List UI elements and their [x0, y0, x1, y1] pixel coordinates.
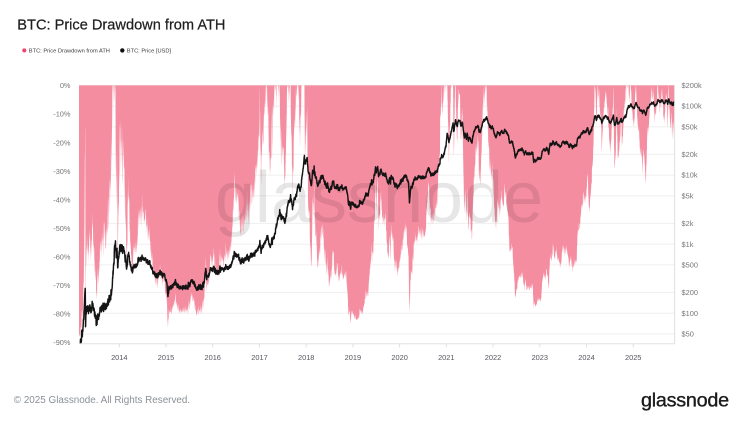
- svg-text:2021: 2021: [438, 353, 454, 362]
- svg-text:2024: 2024: [578, 353, 594, 362]
- svg-text:$100: $100: [682, 309, 698, 318]
- svg-text:$500: $500: [682, 261, 698, 270]
- svg-text:2014: 2014: [111, 353, 127, 362]
- svg-text:2019: 2019: [345, 353, 361, 362]
- svg-text:$2k: $2k: [682, 219, 694, 228]
- svg-text:-50%: -50%: [53, 224, 71, 233]
- svg-text:-10%: -10%: [53, 110, 71, 119]
- svg-text:2020: 2020: [391, 353, 407, 362]
- svg-text:glassnode: glassnode: [215, 158, 543, 238]
- svg-text:2015: 2015: [158, 353, 174, 362]
- svg-text:-30%: -30%: [53, 167, 71, 176]
- svg-text:$50: $50: [682, 330, 694, 339]
- svg-text:2022: 2022: [485, 353, 501, 362]
- svg-text:-20%: -20%: [53, 138, 71, 147]
- svg-text:-40%: -40%: [53, 195, 71, 204]
- svg-text:2016: 2016: [204, 353, 220, 362]
- svg-text:-90%: -90%: [53, 338, 71, 347]
- svg-text:2018: 2018: [298, 353, 314, 362]
- svg-text:BTC: Price [USD]: BTC: Price [USD]: [127, 48, 172, 54]
- svg-text:2017: 2017: [251, 353, 267, 362]
- svg-text:$1k: $1k: [682, 240, 694, 249]
- svg-text:glassnode: glassnode: [641, 390, 729, 412]
- svg-text:2023: 2023: [532, 353, 548, 362]
- svg-text:0%: 0%: [60, 81, 71, 90]
- svg-text:$10k: $10k: [682, 171, 698, 180]
- svg-text:-70%: -70%: [53, 281, 71, 290]
- svg-text:$5k: $5k: [682, 192, 694, 201]
- svg-text:-60%: -60%: [53, 252, 71, 261]
- svg-text:$20k: $20k: [682, 150, 698, 159]
- svg-text:© 2025 Glassnode. All Rights R: © 2025 Glassnode. All Rights Reserved.: [14, 395, 190, 406]
- svg-text:-80%: -80%: [53, 310, 71, 319]
- svg-text:BTC: Price Drawdown from ATH: BTC: Price Drawdown from ATH: [17, 18, 225, 34]
- svg-text:BTC: Price Drawdown from ATH: BTC: Price Drawdown from ATH: [29, 48, 110, 54]
- svg-text:$50k: $50k: [682, 123, 698, 132]
- svg-text:$200: $200: [682, 288, 698, 297]
- svg-text:$200k: $200k: [682, 81, 702, 90]
- svg-text:$100k: $100k: [682, 102, 702, 111]
- svg-text:2025: 2025: [625, 353, 641, 362]
